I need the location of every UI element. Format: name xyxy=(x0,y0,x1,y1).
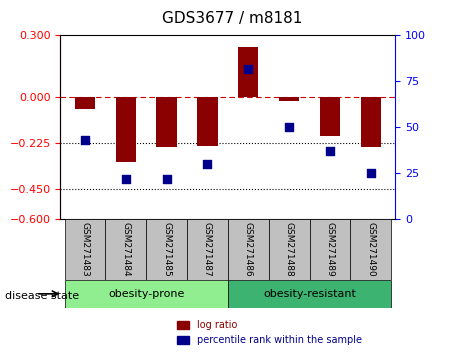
Bar xyxy=(238,47,259,97)
Bar xyxy=(197,97,218,146)
Point xyxy=(286,125,293,130)
FancyBboxPatch shape xyxy=(65,219,106,280)
FancyBboxPatch shape xyxy=(187,219,228,280)
FancyBboxPatch shape xyxy=(269,219,310,280)
Text: GSM271484: GSM271484 xyxy=(121,222,130,277)
FancyBboxPatch shape xyxy=(228,280,391,308)
Text: GSM271487: GSM271487 xyxy=(203,222,212,277)
Text: GDS3677 / m8181: GDS3677 / m8181 xyxy=(162,11,303,25)
Text: GSM271489: GSM271489 xyxy=(326,222,334,277)
Text: GSM271485: GSM271485 xyxy=(162,222,171,277)
Point xyxy=(326,149,334,154)
Text: GSM271488: GSM271488 xyxy=(285,222,293,277)
Point xyxy=(245,66,252,72)
Bar xyxy=(360,97,381,147)
FancyBboxPatch shape xyxy=(106,219,146,280)
Text: GSM271486: GSM271486 xyxy=(244,222,253,277)
FancyBboxPatch shape xyxy=(146,219,187,280)
Point xyxy=(367,171,374,176)
Legend: log ratio, percentile rank within the sample: log ratio, percentile rank within the sa… xyxy=(173,316,366,349)
Point xyxy=(122,176,129,182)
Bar xyxy=(320,97,340,136)
Bar xyxy=(156,97,177,147)
Text: GSM271490: GSM271490 xyxy=(366,222,375,277)
Text: obesity-resistant: obesity-resistant xyxy=(263,289,356,299)
Text: disease state: disease state xyxy=(5,291,79,301)
Bar xyxy=(75,97,95,109)
FancyBboxPatch shape xyxy=(65,280,228,308)
Point xyxy=(204,161,211,167)
Bar xyxy=(116,97,136,162)
Point xyxy=(163,176,170,182)
FancyBboxPatch shape xyxy=(228,219,269,280)
Point xyxy=(81,137,89,143)
FancyBboxPatch shape xyxy=(310,219,350,280)
Text: GSM271483: GSM271483 xyxy=(80,222,89,277)
Text: obesity-prone: obesity-prone xyxy=(108,289,185,299)
FancyBboxPatch shape xyxy=(350,219,391,280)
Bar xyxy=(279,97,299,101)
